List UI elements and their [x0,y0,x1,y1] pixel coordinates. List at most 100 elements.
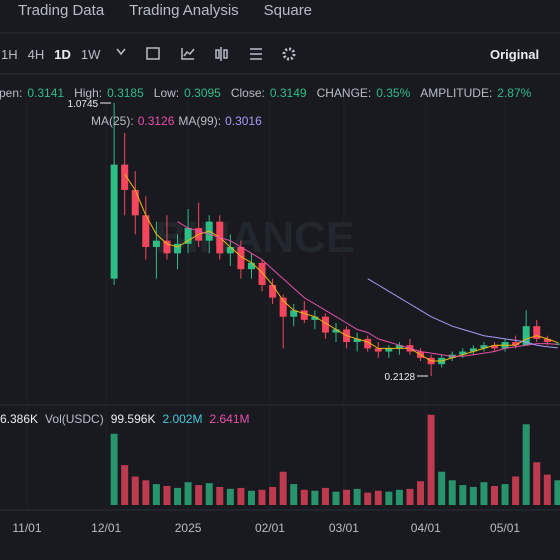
volume-bar [343,489,351,505]
volume-bar [131,476,139,505]
candle-body [142,215,150,247]
candle-body [279,297,287,317]
ma-line [177,221,558,357]
volume-bar [522,424,530,505]
candle-body [290,310,298,317]
volume-bar [152,484,160,505]
interval-button[interactable]: 1W [80,47,101,62]
nav-tab[interactable]: Trading Data [18,2,105,19]
candle-body [311,316,319,320]
x-tick-label: 12/01 [91,521,121,535]
ohlc-label: AMPLITUDE: [420,86,493,100]
x-tick-label: 2025 [175,521,202,535]
volume-bar [321,487,329,505]
ohlc-value: 0.35% [376,86,411,100]
interval-button[interactable]: 1D [54,47,71,62]
candle-body [374,348,382,352]
volume-bar [237,487,245,505]
volume-bar [427,414,435,505]
volume-bar [300,489,308,505]
x-tick-label: 03/01 [329,521,359,535]
interval-button[interactable]: 4H [27,47,45,62]
volume-bar [490,486,498,505]
candle-body [512,342,520,346]
ohlc-label: pen: [0,86,23,100]
candle-body [163,240,171,254]
volume-bar [543,474,551,505]
annotation-label: 0.2128 [385,372,416,383]
volume-bar [512,476,520,505]
interval-button[interactable]: 1H [1,47,18,62]
volume-bar [195,485,203,505]
candle-body [353,338,361,343]
volume-bar [142,480,150,505]
candle-body [258,262,266,286]
candle-body [300,310,308,320]
volume-bar [501,484,509,505]
candle-body [174,243,182,254]
candle-body [533,326,541,339]
nav-tab[interactable]: Trading Analysis [129,2,239,19]
volume-bar [406,488,414,505]
candle-body [385,348,393,352]
annotation-label: 1.0745 [68,99,99,110]
ma-line [367,278,558,349]
indicator-icon[interactable] [181,48,195,60]
candle-body [131,189,139,216]
candle-body [269,285,277,298]
candle-body [469,348,477,352]
volume-bar [290,484,298,505]
ohlc-value: 0.3185 [107,86,144,100]
ohlc-label: Low: [153,86,180,100]
candle-body [522,326,530,346]
interval-toolbar: 1H 4H 1D 1W [1,47,110,62]
volume-bar [353,488,361,505]
volume-bar [480,482,488,505]
layout-icon[interactable] [250,48,262,60]
candle-body [459,351,467,355]
ma-value: 0.3016 [225,114,262,128]
volume-bar [226,488,234,505]
ma-line [124,173,559,362]
candle-body [110,164,118,279]
view-button[interactable]: Original [490,47,540,62]
candle-body [121,164,129,190]
volume-bar [385,491,393,505]
volume-bar [121,465,129,505]
volume-bar [459,485,467,505]
volume-bar [247,490,255,505]
candle-icon[interactable] [215,47,228,61]
candle-body [395,345,403,349]
calendar-icon[interactable] [146,47,160,60]
volume-legend-item: 6.386K [0,412,39,426]
volume-bar [469,486,477,505]
candle-body [226,246,234,254]
volume-bar [205,483,213,505]
ma-label: MA(99): [178,114,222,128]
volume-bar [258,489,266,505]
ohlc-label: CHANGE: [316,86,372,100]
volume-bar [279,471,287,505]
volume-bar [269,486,277,505]
ohlc-label: Close: [230,86,265,100]
volume-bar [417,481,425,505]
settings-icon[interactable] [282,47,296,61]
candle-body [480,345,488,349]
volume-bar [163,486,171,505]
ma-label: MA(25): [91,114,134,128]
volume-bar [332,491,340,505]
candle-body [364,338,372,349]
ohlc-value: 0.3149 [269,86,307,100]
volume-bar [448,480,456,505]
nav-tab[interactable]: Square [263,2,313,19]
volume-legend-item: 2.641M [209,412,250,426]
ohlc-value: 0.3095 [184,86,221,100]
volume-bar [374,490,382,505]
dropdown-icon[interactable] [116,48,126,56]
ma-legend: MA(25): 0.3126 MA(99): 0.3016 [91,114,266,128]
x-tick-label: 11/01 [12,521,41,535]
volume-bar [364,492,372,505]
candle-body [152,240,160,247]
